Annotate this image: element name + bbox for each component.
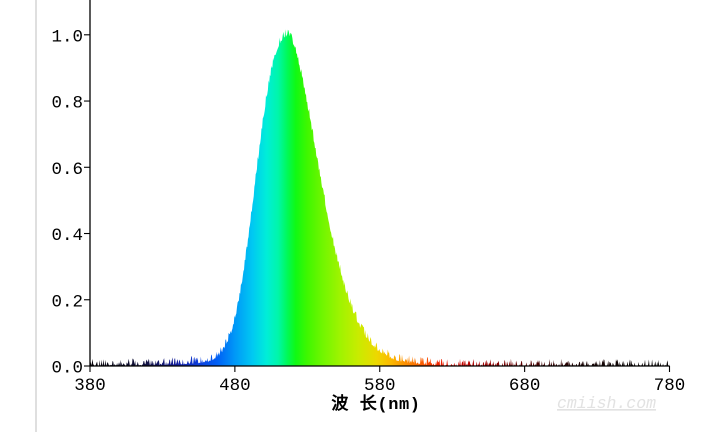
svg-text:480: 480 [219,376,251,396]
svg-text:0.4: 0.4 [51,226,83,246]
svg-text:0.6: 0.6 [51,160,83,180]
svg-text:cmiish.com: cmiish.com [557,394,656,413]
svg-text:380: 380 [74,376,106,396]
svg-text:波 长(nm): 波 长(nm) [331,393,420,415]
svg-text:680: 680 [509,376,541,396]
svg-text:1.0: 1.0 [51,27,83,47]
svg-text:780: 780 [654,376,686,396]
svg-text:580: 580 [364,376,396,396]
svg-text:0.8: 0.8 [51,94,83,114]
svg-text:0.2: 0.2 [51,292,83,312]
